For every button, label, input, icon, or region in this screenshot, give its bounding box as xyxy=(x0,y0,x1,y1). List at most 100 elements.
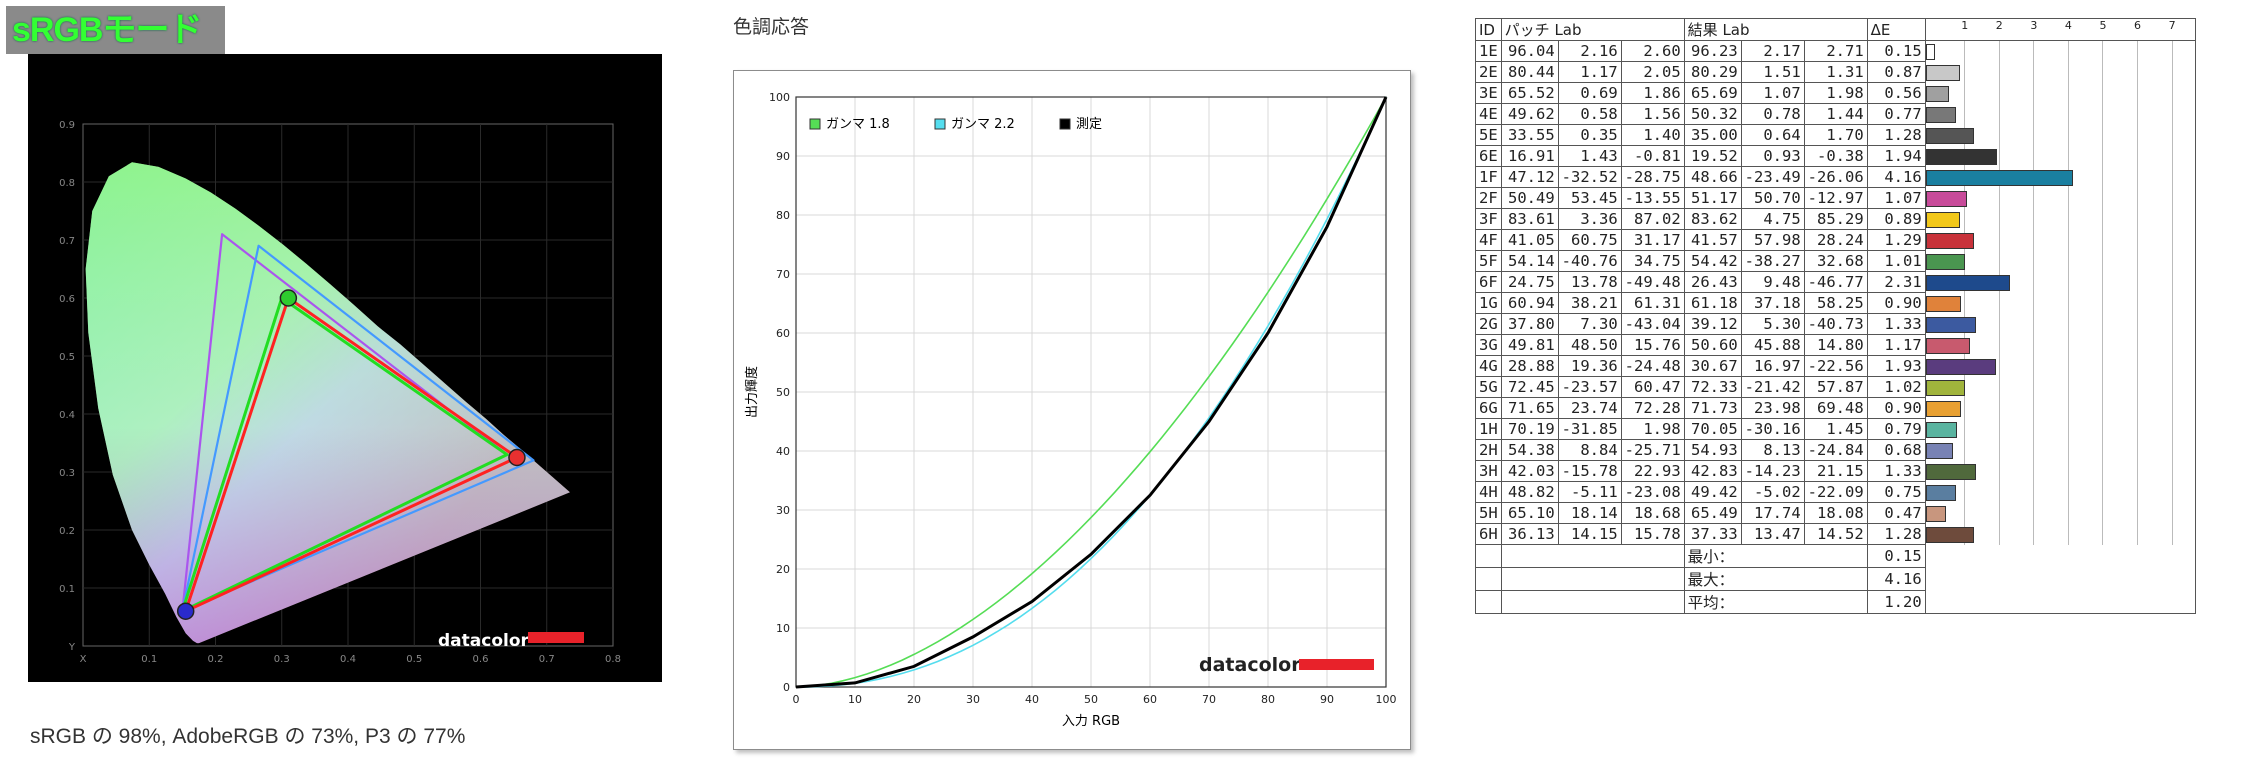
result-lab-value: 2.17 xyxy=(1740,40,1805,62)
tone-x-tick: 10 xyxy=(848,693,862,706)
scale-gridline xyxy=(2137,439,2139,461)
patch-lab-value: 48.50 xyxy=(1557,334,1622,356)
patch-lab-value: 8.84 xyxy=(1557,439,1622,461)
result-lab-value: 61.18 xyxy=(1683,292,1742,314)
tone-series-gamma-1-8 xyxy=(795,96,1387,688)
scale-gridline xyxy=(2102,355,2104,377)
patch-lab-value: 1.56 xyxy=(1620,103,1685,125)
patch-lab-value: 1.17 xyxy=(1557,61,1622,83)
scale-gridline xyxy=(2033,61,2035,83)
patch-lab-value: 38.21 xyxy=(1557,292,1622,314)
scale-gridline xyxy=(2171,208,2173,230)
table-row: 3F 83.61 3.36 87.02 83.62 4.75 85.29 0.89 xyxy=(1475,208,2196,230)
table-row: 4G 28.88 19.36 -24.48 30.67 16.97 -22.56 1.93 xyxy=(1475,355,2196,377)
scale-gridline xyxy=(1998,145,2000,167)
patch-lab-value: -23.57 xyxy=(1557,376,1622,398)
cie-x-tick: 0.2 xyxy=(208,654,224,665)
result-lab-value: 41.57 xyxy=(1683,229,1742,251)
scale-gridline xyxy=(1964,292,1966,314)
scale-gridline xyxy=(2033,355,2035,377)
scale-gridline xyxy=(2067,124,2069,146)
table-row: 6G 71.65 23.74 72.28 71.73 23.98 69.48 0.90 xyxy=(1475,397,2196,419)
cie-y-tick: 0.8 xyxy=(59,178,75,189)
scale-gridline xyxy=(2102,439,2104,461)
delta-e-value: 0.89 xyxy=(1866,208,1926,230)
scale-gridline xyxy=(2102,418,2104,440)
scale-gridline xyxy=(1998,502,2000,524)
scale-gridline xyxy=(1998,292,2000,314)
delta-e-bar-cell xyxy=(1924,229,2196,251)
scale-gridline xyxy=(1998,229,2000,251)
result-lab-value: -40.73 xyxy=(1803,313,1868,335)
header-delta-e: ΔE xyxy=(1866,18,1926,41)
tone-plot-border xyxy=(795,96,1387,688)
result-lab-value: 80.29 xyxy=(1683,61,1742,83)
result-lab-value: 2.71 xyxy=(1803,40,1868,62)
table-row: 6F 24.75 13.78 -49.48 26.43 9.48 -46.77 2.31 xyxy=(1475,271,2196,293)
delta-e-bar xyxy=(1926,169,2074,186)
tone-y-tick: 100 xyxy=(769,91,790,104)
scale-gridline xyxy=(2102,313,2104,335)
result-lab-value: 16.97 xyxy=(1740,355,1805,377)
scale-gridline xyxy=(2033,124,2035,146)
result-lab-value: -14.23 xyxy=(1740,460,1805,482)
patch-lab-value: 1.86 xyxy=(1620,82,1685,104)
scale-gridline xyxy=(2171,145,2173,167)
tone-y-tick: 70 xyxy=(776,268,790,281)
patch-id: 3F xyxy=(1475,208,1502,230)
summary-blank xyxy=(1500,567,1685,591)
tone-x-tick: 30 xyxy=(966,693,980,706)
patch-lab-value: 1.40 xyxy=(1620,124,1685,146)
table-header-row: ID パッチ Lab 結果 Lab ΔE 1 2 3 4 5 6 7 xyxy=(1475,18,2196,41)
result-lab-value: 57.87 xyxy=(1803,376,1868,398)
scale-gridline xyxy=(2067,292,2069,314)
delta-e-value: 1.01 xyxy=(1866,250,1926,272)
patch-id: 5G xyxy=(1475,376,1502,398)
scale-gridline xyxy=(2171,41,2173,62)
result-lab-value: 39.12 xyxy=(1683,313,1742,335)
tone-x-tick: 40 xyxy=(1025,693,1039,706)
header-result: 結果 Lab xyxy=(1683,18,1868,41)
result-lab-value: 85.29 xyxy=(1803,208,1868,230)
patch-lab-value: -15.78 xyxy=(1557,460,1622,482)
scale-gridline xyxy=(2137,250,2139,272)
tone-y-tick: 50 xyxy=(776,386,790,399)
delta-e-bar xyxy=(1926,64,1960,81)
patch-lab-value: -28.75 xyxy=(1620,166,1685,188)
tone-x-tick: 90 xyxy=(1320,693,1334,706)
delta-e-bar-cell xyxy=(1924,82,2196,104)
gamut-triangle-p3 xyxy=(181,244,535,613)
table-row: 1E 96.04 2.16 2.60 96.23 2.17 2.71 0.15 xyxy=(1475,40,2196,62)
scale-gridline xyxy=(2137,41,2139,62)
result-lab-value: 9.48 xyxy=(1740,271,1805,293)
datacolor-logo-bar xyxy=(1299,659,1374,670)
patch-id: 2F xyxy=(1475,187,1502,209)
summary-blank xyxy=(1475,544,1502,568)
scale-gridline xyxy=(2067,460,2069,482)
scale-gridline xyxy=(2033,376,2035,398)
patch-lab-value: 49.81 xyxy=(1500,334,1559,356)
gamut-triangle-srgb xyxy=(180,296,509,613)
scale-gridline xyxy=(2067,502,2069,524)
delta-e-bar-cell xyxy=(1924,439,2196,461)
result-lab-value: 1.31 xyxy=(1803,61,1868,83)
scale-gridline xyxy=(2137,187,2139,209)
patch-id: 5F xyxy=(1475,250,1502,272)
cie-y-tick: Y xyxy=(68,642,76,653)
patch-lab-value: 36.13 xyxy=(1500,523,1559,545)
table-row: 5G 72.45 -23.57 60.47 72.33 -21.42 57.87 1.02 xyxy=(1475,376,2196,398)
result-lab-value: -26.06 xyxy=(1803,166,1868,188)
cie-y-tick: 0.4 xyxy=(59,410,75,421)
tone-y-tick: 20 xyxy=(776,563,790,576)
datacolor-logo: datacolor xyxy=(438,631,530,651)
result-lab-value: 51.17 xyxy=(1683,187,1742,209)
scale-gridline xyxy=(2137,523,2139,545)
tone-y-tick: 10 xyxy=(776,622,790,635)
cie-y-tick: 0.1 xyxy=(59,584,75,595)
scale-gridline xyxy=(2033,41,2035,62)
scale-gridline xyxy=(2033,271,2035,293)
scale-gridline xyxy=(2067,355,2069,377)
result-lab-value: 69.48 xyxy=(1803,397,1868,419)
delta-e-value: 1.93 xyxy=(1866,355,1926,377)
delta-e-bar xyxy=(1926,106,1957,123)
